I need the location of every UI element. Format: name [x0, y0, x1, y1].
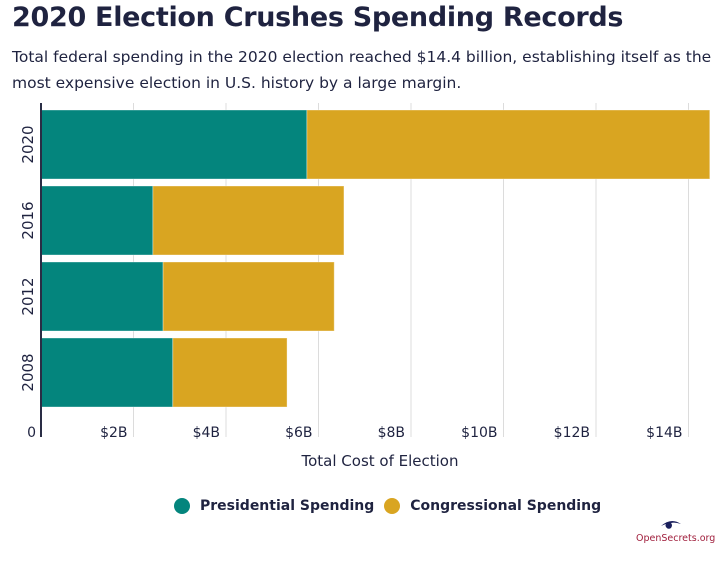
chart-subtitle: Total federal spending in the 2020 elect…: [12, 48, 712, 92]
legend-label: Congressional Spending: [410, 498, 602, 514]
x-tick-label: $10B: [461, 425, 497, 441]
eye-icon: [661, 520, 681, 529]
y-category-label: 2016: [19, 201, 37, 239]
bars: [40, 109, 711, 408]
bar-congressional-2012[interactable]: [162, 261, 335, 332]
x-tick-label: $6B: [285, 425, 312, 441]
y-category-label: 2008: [19, 353, 37, 391]
bar-congressional-2020[interactable]: [306, 109, 711, 180]
bar-chart: 0 $2B $4B $6B $8B $10B $12B $14B 20202016201220…: [19, 103, 711, 470]
legend-swatch-presidential: [174, 498, 190, 514]
y-category-label: 2020: [19, 125, 37, 163]
bar-presidential-2012[interactable]: [40, 261, 164, 332]
x-tick-label: 0: [27, 425, 36, 441]
x-tick-labels: 0 $2B $4B $6B $8B $10B $12B $14B: [27, 425, 682, 441]
legend-item-congressional[interactable]: Congressional Spending: [384, 498, 601, 514]
x-tick-label: $2B: [100, 425, 127, 441]
bar-presidential-2008[interactable]: [40, 337, 174, 408]
legend-label: Presidential Spending: [200, 498, 375, 514]
bar-congressional-2016[interactable]: [152, 185, 345, 256]
x-tick-label: $14B: [646, 425, 682, 441]
x-tick-label: $12B: [554, 425, 590, 441]
legend: Presidential Spending Congressional Spen…: [174, 498, 611, 514]
x-axis-title: Total Cost of Election: [301, 452, 459, 470]
y-category-labels: 2020 2016 2012 2008: [19, 125, 37, 391]
bar-presidential-2020[interactable]: [40, 109, 308, 180]
logo-text: OpenSecrets.org: [636, 533, 716, 544]
x-tick-label: $4B: [193, 425, 220, 441]
bar-congressional-2008[interactable]: [172, 337, 288, 408]
y-category-label: 2012: [19, 277, 37, 315]
legend-item-presidential[interactable]: Presidential Spending: [174, 498, 374, 514]
legend-swatch-congressional: [384, 498, 401, 514]
opensecrets-logo[interactable]: OpenSecrets.org: [636, 516, 716, 544]
chart-title: 2020 Election Crushes Spending Records: [12, 2, 624, 33]
x-tick-label: $8B: [378, 425, 405, 441]
bar-presidential-2016[interactable]: [40, 185, 154, 256]
